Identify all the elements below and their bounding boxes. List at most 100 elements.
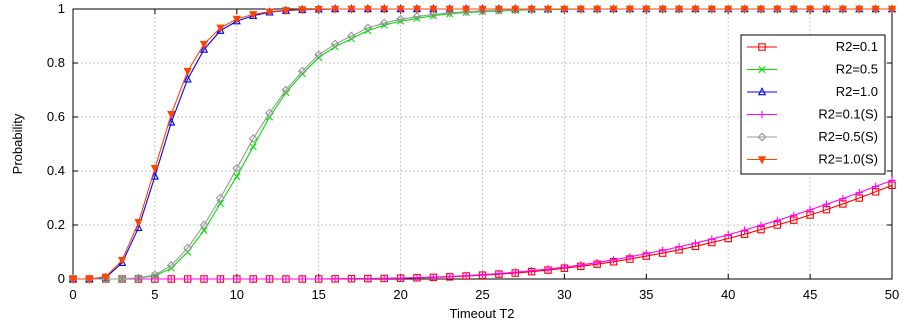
data-point xyxy=(183,67,192,77)
data-point xyxy=(691,5,700,14)
x-tick-label: 0 xyxy=(69,287,76,302)
data-point xyxy=(446,272,454,281)
data-point xyxy=(740,226,749,234)
data-point xyxy=(331,275,339,283)
data-point xyxy=(560,263,569,271)
data-point xyxy=(330,5,340,14)
data-point xyxy=(330,39,340,49)
y-tick-label: 1 xyxy=(58,1,65,16)
data-point xyxy=(674,5,684,14)
y-tick-label: 0.6 xyxy=(47,109,65,124)
legend-label: R2=0.1(S) xyxy=(818,107,878,122)
data-point xyxy=(543,5,553,14)
data-point xyxy=(315,275,323,283)
data-point xyxy=(134,273,143,283)
data-point xyxy=(822,200,831,208)
data-point xyxy=(363,23,373,33)
data-point xyxy=(626,253,634,261)
data-point xyxy=(511,268,519,276)
data-point xyxy=(593,258,601,267)
data-point xyxy=(298,275,307,283)
data-point xyxy=(838,5,847,14)
data-point xyxy=(740,5,749,14)
data-point xyxy=(708,235,716,243)
data-point xyxy=(642,5,651,14)
legend-item: R2=0.1(S) xyxy=(747,107,878,122)
data-point xyxy=(495,269,503,278)
data-point xyxy=(265,8,274,17)
data-point xyxy=(298,70,306,78)
legend-item: R2=1.0 xyxy=(747,84,878,99)
data-point xyxy=(215,193,225,203)
x-tick-label: 50 xyxy=(885,287,899,302)
data-point xyxy=(282,275,290,283)
legend-item: R2=0.5(S) xyxy=(747,129,878,144)
data-point xyxy=(757,87,767,96)
legend-label: R2=0.5 xyxy=(836,62,878,77)
x-tick-label: 20 xyxy=(393,287,407,302)
data-point xyxy=(577,261,585,269)
legend-item: R2=0.1 xyxy=(747,39,878,54)
legend-item: R2=0.5 xyxy=(747,62,878,77)
data-point xyxy=(101,273,110,282)
data-point xyxy=(281,85,291,95)
y-tick-label: 0.2 xyxy=(47,217,65,232)
data-point xyxy=(281,7,291,16)
data-point xyxy=(297,66,307,76)
data-point xyxy=(758,43,766,51)
data-point xyxy=(199,40,209,50)
data-point xyxy=(593,5,602,14)
data-point xyxy=(758,110,766,119)
data-point xyxy=(314,6,323,15)
y-tick-label: 0 xyxy=(58,271,65,286)
data-point xyxy=(839,194,847,203)
series-5 xyxy=(68,5,897,284)
data-point xyxy=(150,171,159,180)
data-point xyxy=(609,5,618,14)
x-tick-label: 25 xyxy=(475,287,489,302)
data-point xyxy=(380,274,388,283)
data-point xyxy=(216,275,225,283)
data-point xyxy=(413,273,421,282)
data-point xyxy=(429,273,438,281)
data-point xyxy=(167,117,176,126)
series-line xyxy=(73,184,893,280)
data-point xyxy=(609,256,618,264)
data-point xyxy=(625,5,635,14)
data-point xyxy=(347,274,356,283)
data-point xyxy=(282,89,290,97)
data-point xyxy=(396,14,406,24)
data-point xyxy=(790,211,798,219)
x-tick-label: 35 xyxy=(639,287,653,302)
data-point xyxy=(134,219,143,228)
data-point xyxy=(117,274,127,284)
data-point xyxy=(85,275,94,284)
x-axis-label: Timeout T2 xyxy=(449,306,514,321)
data-point xyxy=(166,261,176,270)
x-tick-label: 15 xyxy=(311,287,325,302)
data-point xyxy=(249,275,257,283)
data-point xyxy=(183,275,192,283)
data-point xyxy=(462,5,471,14)
data-point xyxy=(461,7,471,17)
data-point xyxy=(478,270,487,279)
data-point xyxy=(379,18,389,28)
x-tick-label: 40 xyxy=(721,287,735,302)
data-point xyxy=(724,5,733,14)
x-tick-label: 10 xyxy=(230,287,244,302)
data-point xyxy=(183,243,193,253)
data-point xyxy=(806,206,814,214)
data-point xyxy=(167,111,176,120)
series-3 xyxy=(69,176,896,283)
data-point xyxy=(216,24,225,33)
data-point xyxy=(724,231,732,239)
data-point xyxy=(871,5,880,14)
data-point xyxy=(428,9,438,19)
data-point xyxy=(150,270,160,280)
data-point xyxy=(756,5,766,14)
data-point xyxy=(315,54,323,62)
data-point xyxy=(445,8,455,18)
data-point xyxy=(167,264,175,272)
data-point xyxy=(527,266,536,275)
